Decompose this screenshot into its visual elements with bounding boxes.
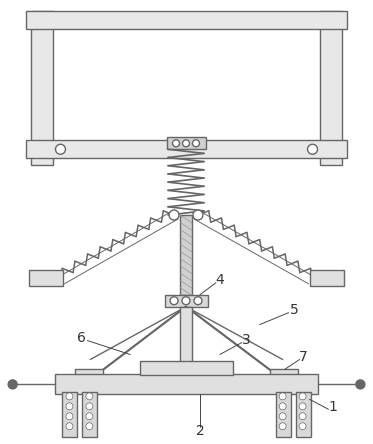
Circle shape [56, 144, 65, 154]
Bar [29, 270, 63, 286]
Circle shape [169, 210, 179, 220]
Bar [167, 137, 206, 149]
Circle shape [192, 140, 200, 147]
Circle shape [194, 297, 202, 305]
Circle shape [279, 413, 286, 420]
Bar [270, 369, 298, 384]
Bar [62, 392, 78, 437]
Circle shape [170, 297, 178, 305]
Text: 1: 1 [328, 400, 337, 414]
Circle shape [66, 393, 73, 400]
Circle shape [193, 210, 203, 220]
Circle shape [66, 423, 73, 430]
Bar [26, 11, 347, 29]
Circle shape [279, 403, 286, 410]
Bar [295, 392, 311, 437]
Circle shape [299, 393, 306, 400]
Circle shape [182, 140, 189, 147]
Circle shape [182, 297, 190, 305]
Bar [82, 392, 97, 437]
Circle shape [86, 393, 93, 400]
Text: 3: 3 [242, 333, 251, 347]
Circle shape [173, 140, 179, 147]
Circle shape [279, 393, 286, 400]
Circle shape [86, 413, 93, 420]
Bar [140, 361, 233, 376]
Circle shape [86, 403, 93, 410]
Circle shape [8, 380, 17, 389]
Bar [310, 270, 344, 286]
Circle shape [279, 423, 286, 430]
Bar [180, 215, 192, 295]
Bar [56, 374, 317, 394]
Bar [31, 11, 53, 165]
Circle shape [308, 144, 317, 154]
Bar [165, 295, 208, 307]
Circle shape [356, 380, 365, 389]
Bar [75, 369, 103, 384]
Text: 5: 5 [290, 303, 299, 317]
Circle shape [86, 423, 93, 430]
Bar [276, 392, 291, 437]
Circle shape [299, 413, 306, 420]
Circle shape [66, 413, 73, 420]
Text: 7: 7 [299, 350, 308, 365]
Bar [26, 140, 347, 158]
Circle shape [66, 403, 73, 410]
Text: 2: 2 [195, 424, 204, 438]
Circle shape [299, 403, 306, 410]
Text: 4: 4 [216, 273, 224, 287]
Circle shape [299, 423, 306, 430]
Text: 6: 6 [77, 331, 86, 345]
Bar [180, 307, 192, 381]
Bar [320, 11, 342, 165]
